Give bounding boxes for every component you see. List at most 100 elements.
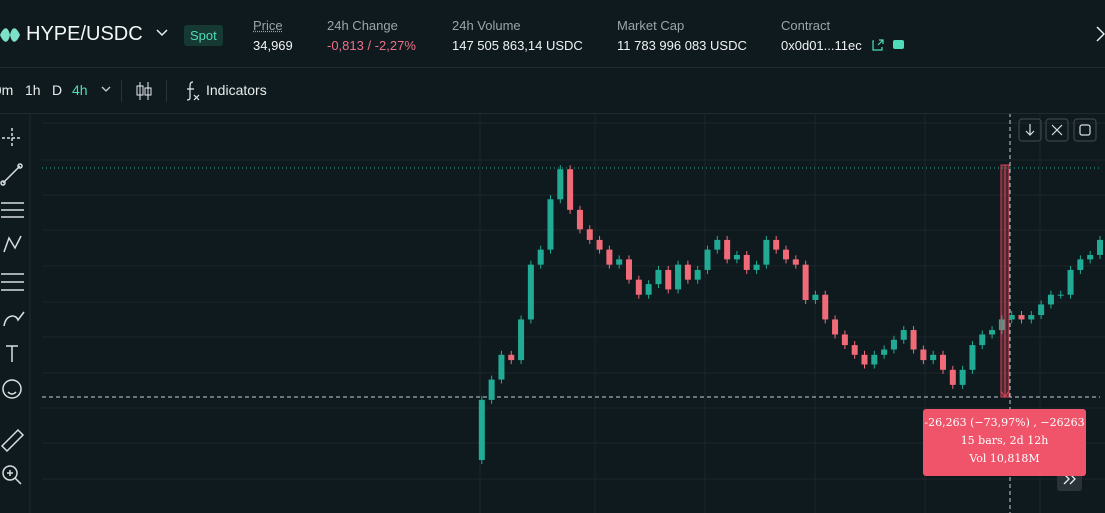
- stat-value: 147 505 863,14 USDC: [452, 38, 583, 53]
- candle: [596, 239, 603, 250]
- candle: [1087, 254, 1094, 260]
- indicators[interactable]: Indicators: [206, 82, 267, 98]
- candle: [675, 264, 682, 290]
- contract-icons[interactable]: [872, 38, 906, 52]
- candle: [1067, 269, 1074, 295]
- candle: [881, 349, 888, 355]
- drawing-tools[interactable]: [0, 128, 25, 485]
- pair: HYPE/USDC: [26, 23, 143, 45]
- candle: [547, 199, 554, 250]
- candle: [557, 169, 564, 200]
- candle: [478, 399, 485, 460]
- interval[interactable]: 30m: [0, 82, 14, 98]
- stat-value: 11 783 996 083 USDC: [617, 38, 747, 53]
- separator: [121, 80, 122, 102]
- interval[interactable]: 1h: [25, 82, 41, 98]
- candle: [714, 239, 721, 250]
- interval[interactable]: 4h: [72, 82, 88, 98]
- candle: [773, 239, 780, 250]
- candle: [694, 269, 701, 280]
- candle: [812, 294, 819, 301]
- stat-label: Market Cap: [617, 18, 685, 33]
- stat-value: -0,813 / -2,27%: [327, 38, 416, 53]
- candle: [616, 259, 623, 265]
- candle: [959, 369, 966, 385]
- chart-controls[interactable]: [1018, 118, 1097, 142]
- pair-dropdown[interactable]: [155, 28, 169, 38]
- candle: [979, 334, 986, 346]
- candle: [851, 345, 858, 355]
- candle: [635, 279, 642, 295]
- candle: [606, 249, 613, 265]
- header: HYPE/USDC Spot Price 34,969 24h Change -…: [0, 0, 1105, 68]
- interval[interactable]: D: [52, 82, 63, 98]
- candle: [1097, 239, 1103, 255]
- candle: [733, 254, 740, 260]
- candle: [763, 239, 770, 265]
- candle: [488, 379, 495, 400]
- candle: [655, 269, 662, 285]
- measure-change: -26,263 (−73,97%) , −26263: [924, 416, 1085, 429]
- candle: [822, 294, 829, 320]
- candle: [949, 369, 956, 385]
- candle: [1008, 315, 1015, 320]
- candle: [1047, 294, 1054, 305]
- candle: [1018, 315, 1025, 320]
- measure-bars: 15 bars, 2d 12h: [960, 434, 1049, 447]
- candle: [1077, 259, 1084, 270]
- candle: [704, 249, 711, 270]
- candle: [576, 209, 583, 230]
- candle: [498, 354, 505, 380]
- candle: [753, 264, 760, 270]
- candle: [920, 349, 927, 361]
- menu-icon[interactable]: [1096, 26, 1105, 42]
- candle: [871, 354, 878, 365]
- candle: [645, 284, 652, 295]
- stat-label: 24h Change: [327, 18, 398, 33]
- candle: [518, 319, 525, 361]
- candle: [527, 264, 534, 320]
- interval-dropdown[interactable]: [100, 84, 112, 94]
- candle: [841, 334, 848, 346]
- candle: [665, 269, 672, 290]
- candle: [1038, 304, 1045, 316]
- stat-value[interactable]: 0x0d01...11ec: [781, 38, 862, 53]
- chart-type[interactable]: [135, 80, 153, 102]
- stat-label: Price: [253, 18, 283, 33]
- measurement-box: -26,263 (−73,97%) , −26263 15 bars, 2d 1…: [923, 409, 1086, 476]
- stat-value: 34,969: [253, 38, 293, 53]
- stat-label: 24h Volume: [452, 18, 521, 33]
- candle: [940, 354, 946, 370]
- indicators-icon[interactable]: [184, 80, 200, 102]
- candle: [910, 330, 917, 350]
- candle: [724, 239, 731, 260]
- candle: [802, 264, 809, 301]
- candle: [626, 259, 632, 280]
- candle: [930, 354, 937, 361]
- candle: [832, 319, 839, 335]
- candles: [478, 165, 1103, 464]
- toolbar: 30m 1h D 4h Indicators: [0, 68, 1105, 114]
- candle: [537, 249, 544, 265]
- candle: [989, 330, 996, 335]
- candle: [1057, 294, 1064, 296]
- candle: [998, 319, 1005, 331]
- logo: [0, 28, 20, 42]
- measure-volume: Vol 10,818M: [969, 452, 1040, 465]
- candle: [861, 354, 868, 365]
- candle: [567, 169, 574, 210]
- candle: [969, 345, 976, 370]
- separator: [166, 80, 167, 102]
- stat-label: Contract: [781, 18, 831, 33]
- market-type: Spot: [184, 25, 223, 46]
- candle: [783, 249, 789, 260]
- measure-arrowhead: [1000, 390, 1010, 398]
- candle: [684, 264, 691, 280]
- candle: [900, 330, 907, 340]
- candle: [743, 254, 750, 270]
- candle: [586, 229, 593, 240]
- candle: [1028, 315, 1035, 320]
- candle: [792, 259, 799, 265]
